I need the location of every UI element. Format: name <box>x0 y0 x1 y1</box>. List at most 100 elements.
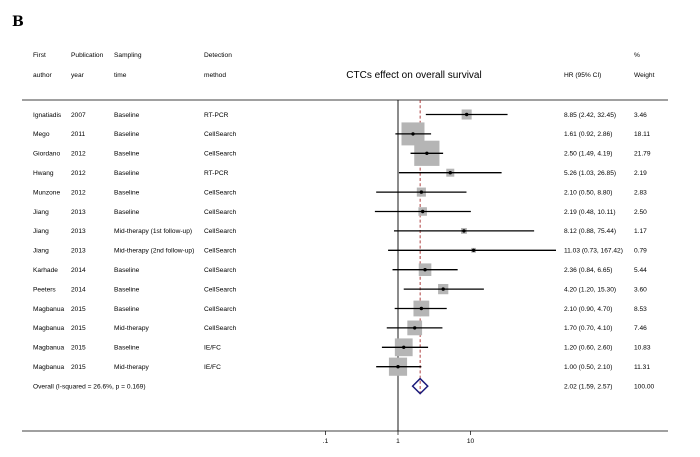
study-year: 2012 <box>71 189 86 196</box>
overall-diamond <box>411 377 429 395</box>
study-hr-ci: 1.70 (0.70, 4.10) <box>564 325 612 332</box>
study-method: CellSearch <box>204 286 237 293</box>
study-author: Munzone <box>33 189 60 196</box>
study-sampling: Baseline <box>114 189 140 196</box>
study-sampling: Mid-therapy (2nd follow-up) <box>114 248 194 255</box>
study-year: 2013 <box>71 228 86 235</box>
study-sampling: Baseline <box>114 306 140 313</box>
study-year: 2012 <box>71 170 86 177</box>
study-hr-ci: 4.20 (1.20, 15.30) <box>564 286 616 293</box>
study-method: IE/FC <box>204 364 221 371</box>
overall-weight: 100.00 <box>634 383 655 390</box>
study-year: 2015 <box>71 306 86 313</box>
study-method: RT-PCR <box>204 112 229 119</box>
study-year: 2011 <box>71 131 86 138</box>
study-author: Jiang <box>33 228 49 235</box>
column-header-sampling-line1: Sampling <box>114 52 142 59</box>
study-point-estimate <box>425 151 429 155</box>
overall-label: Overall (I-squared = 26.6%, p = 0.169) <box>33 383 146 390</box>
study-method: CellSearch <box>204 131 237 138</box>
study-hr-ci: 1.20 (0.60, 2.60) <box>564 345 612 352</box>
study-point-estimate <box>419 306 424 311</box>
study-hr-ci: 2.50 (1.49, 4.19) <box>564 151 612 158</box>
study-point-estimate <box>413 326 417 330</box>
study-year: 2013 <box>71 248 86 255</box>
study-sampling: Baseline <box>114 170 140 177</box>
study-weight: 21.79 <box>634 151 651 158</box>
study-weight: 10.83 <box>634 345 651 352</box>
study-author: Mego <box>33 131 50 138</box>
study-point-estimate <box>420 209 425 214</box>
study-hr-ci: 2.19 (0.48, 10.11) <box>564 209 616 216</box>
study-method: IE/FC <box>204 345 221 352</box>
study-year: 2012 <box>71 151 86 158</box>
study-author: Jiang <box>33 209 49 216</box>
study-point-estimate <box>419 190 424 194</box>
study-weight: 2.83 <box>634 189 647 196</box>
study-sampling: Baseline <box>114 112 140 119</box>
study-point-estimate <box>441 287 445 291</box>
study-hr-ci: 2.36 (0.84, 6.65) <box>564 267 612 274</box>
column-header-author-line1: First <box>33 52 46 59</box>
study-weight: 1.17 <box>634 228 647 235</box>
study-year: 2015 <box>71 325 86 332</box>
study-sampling: Mid-therapy <box>114 325 150 332</box>
column-header-weight-line1: % <box>634 52 640 59</box>
study-method: CellSearch <box>204 267 237 274</box>
study-author: Magbanua <box>33 364 64 371</box>
study-sampling: Mid-therapy <box>114 364 150 371</box>
study-year: 2007 <box>71 112 86 119</box>
study-weight: 11.31 <box>634 364 650 371</box>
study-hr-ci: 8.12 (0.88, 75.44) <box>564 228 616 235</box>
study-hr-ci: 1.00 (0.50, 2.10) <box>564 364 612 371</box>
study-hr-ci: 8.85 (2.42, 32.45) <box>564 112 616 119</box>
study-point-estimate <box>423 268 427 272</box>
study-weight: 0.79 <box>634 248 647 255</box>
study-weight: 2.50 <box>634 209 647 216</box>
study-method: CellSearch <box>204 228 237 235</box>
study-sampling: Baseline <box>114 151 140 158</box>
study-author: Hwang <box>33 170 54 177</box>
study-method: RT-PCR <box>204 170 229 177</box>
study-hr-ci: 2.10 (0.90, 4.70) <box>564 306 612 313</box>
study-year: 2013 <box>71 209 86 216</box>
study-point-estimate <box>462 229 466 233</box>
study-method: CellSearch <box>204 325 237 332</box>
study-year: 2015 <box>71 345 86 352</box>
study-weight: 5.44 <box>634 267 647 274</box>
study-weight: 8.53 <box>634 306 647 313</box>
study-author: Peeters <box>33 286 56 293</box>
study-weight: 2.19 <box>634 170 647 177</box>
overall-hr-ci: 2.02 (1.59, 2.57) <box>564 383 612 390</box>
study-sampling: Baseline <box>114 209 140 216</box>
study-point-estimate <box>396 365 400 369</box>
column-header-sampling-line2: time <box>114 72 127 79</box>
column-header-method-line1: Detection <box>204 52 232 59</box>
study-hr-ci: 11.03 (0.73, 167.42) <box>564 248 623 255</box>
study-weight: 18.11 <box>634 131 650 138</box>
study-method: CellSearch <box>204 248 237 255</box>
study-author: Magbanua <box>33 325 64 332</box>
column-header-hr-line2: HR (95% CI) <box>564 72 601 79</box>
study-sampling: Mid-therapy (1st follow-up) <box>114 228 192 235</box>
study-point-estimate <box>464 112 469 117</box>
study-year: 2014 <box>71 286 86 293</box>
study-method: CellSearch <box>204 306 237 313</box>
study-point-estimate <box>402 345 406 349</box>
study-year: 2015 <box>71 364 86 371</box>
study-hr-ci: 2.10 (0.50, 8.80) <box>564 189 612 196</box>
study-weight: 3.60 <box>634 286 647 293</box>
study-sampling: Baseline <box>114 267 140 274</box>
chart-title: CTCs effect on overall survival <box>346 70 481 81</box>
column-header-year-line1: Publication <box>71 52 104 59</box>
study-point-estimate <box>448 171 452 175</box>
study-author: Jiang <box>33 248 49 255</box>
study-point-estimate <box>471 248 476 252</box>
study-author: Giordano <box>33 151 60 158</box>
study-hr-ci: 5.26 (1.03, 26.85) <box>564 170 616 177</box>
study-method: CellSearch <box>204 209 237 216</box>
study-author: Magbanua <box>33 306 64 313</box>
x-axis-tick-label: 1 <box>396 438 400 445</box>
study-method: CellSearch <box>204 151 237 158</box>
study-sampling: Baseline <box>114 131 140 138</box>
